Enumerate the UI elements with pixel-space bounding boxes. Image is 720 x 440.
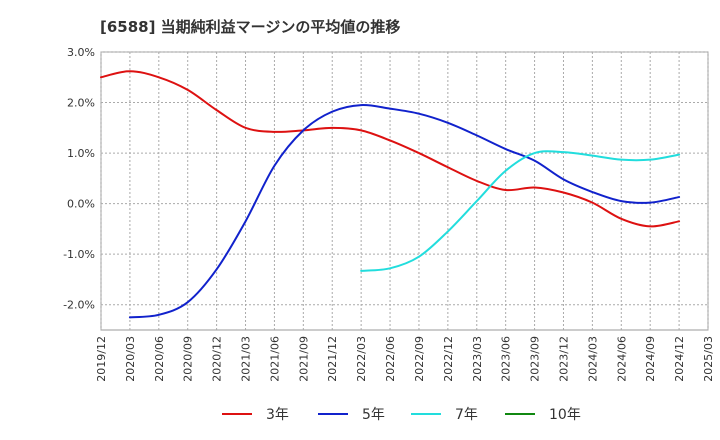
x-tick-label: 2024/12 [673,336,686,382]
series-line-2 [128,104,681,319]
legend-label: 3年 [266,407,289,423]
x-tick-label: 2024/03 [586,336,599,382]
legend-label: 7年 [455,407,478,423]
axis-layer: 3.0% 2.0% 1.0% 0.0% -1.0% -2.0% 2019/12 2020/03… [63,46,715,382]
x-tick-label: 2022/12 [442,336,455,382]
x-tick-label: 2023/06 [500,336,513,382]
x-tick-label: 2021/03 [240,336,253,382]
x-tick-label: 2024/09 [644,336,657,382]
x-tick-label: 2022/06 [384,336,397,382]
x-tick-label: 2021/12 [326,336,339,382]
y-tick-label: -2.0% [63,299,95,312]
series-line-1 [100,70,681,228]
y-tick-label: 1.0% [67,147,95,160]
grid-layer [100,51,709,331]
x-tick-label: 2024/06 [615,336,628,382]
y-tick-label: -1.0% [63,248,95,261]
y-tick-label: 0.0% [67,198,95,211]
legend-label: 10年 [549,407,581,423]
x-tick-label: 2023/12 [557,336,570,382]
x-tick-label: 2021/06 [268,336,281,382]
x-tick-label: 2021/09 [297,336,310,382]
x-tick-label: 2020/12 [211,336,224,382]
x-tick-label: 2022/03 [355,336,368,382]
y-tick-label: 2.0% [67,97,95,110]
x-tick-label: 2023/09 [529,336,542,382]
x-tick-label: 2020/03 [124,336,137,382]
y-tick-label: 3.0% [67,46,95,59]
x-tick-label: 2020/06 [153,336,166,382]
series-layer [100,70,681,319]
x-tick-label: 2020/09 [182,336,195,382]
x-tick-label: 2023/03 [471,336,484,382]
legend: 3年 5年 7年 10年 [222,407,581,423]
x-tick-label: 2025/03 [702,336,715,382]
plot-border [100,51,709,331]
x-tick-label: 2022/09 [413,336,426,382]
chart-title: [6588] 当期純利益マージンの平均値の推移 [100,18,401,36]
series-line-3 [360,150,681,272]
x-tick-label: 2019/12 [95,336,108,382]
legend-label: 5年 [362,407,385,423]
